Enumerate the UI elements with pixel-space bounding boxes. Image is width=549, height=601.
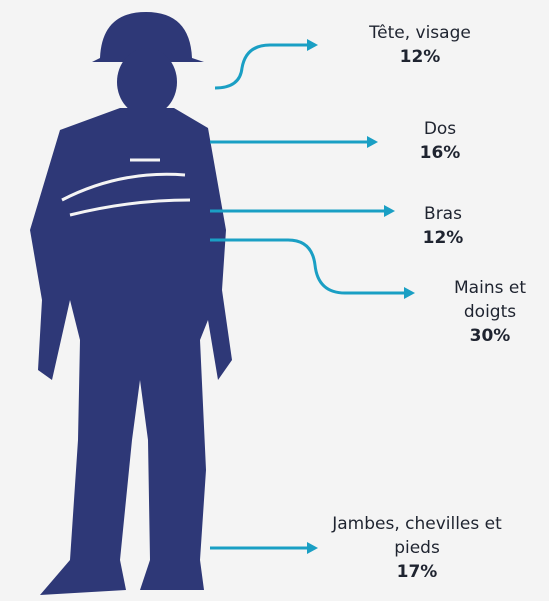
- infographic: Tête, visage12% Dos16% Bras12% Mains et …: [0, 0, 549, 601]
- part: Mains et doigts: [454, 278, 526, 322]
- part: Tête, visage: [369, 23, 471, 43]
- part: Dos: [424, 119, 456, 139]
- percent: 17%: [322, 560, 512, 584]
- worker-silhouette: [30, 12, 232, 595]
- percent: 16%: [380, 141, 500, 165]
- percent: 30%: [437, 324, 543, 348]
- part: Jambes, chevilles et pieds: [332, 514, 502, 558]
- part: Bras: [424, 204, 462, 224]
- percent: 12%: [340, 45, 500, 69]
- percent: 12%: [383, 226, 503, 250]
